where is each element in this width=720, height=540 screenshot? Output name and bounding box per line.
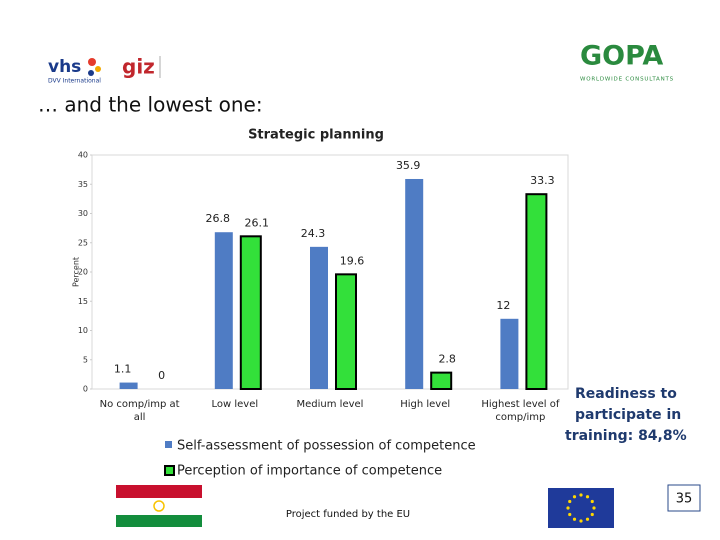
chart-title: Strategic planning — [248, 128, 384, 143]
eu-star — [585, 495, 590, 499]
legend-label: Perception of importance of competence — [177, 464, 442, 479]
y-tick-label: 25 — [78, 238, 88, 247]
eu-star — [592, 506, 596, 510]
data-label: 1.1 — [114, 363, 132, 376]
eu-star — [590, 512, 594, 517]
logo-dot — [88, 58, 96, 66]
heading: … and the lowest one: — [38, 93, 263, 117]
data-label: 19.6 — [340, 254, 365, 267]
logo-giz: giz — [122, 55, 155, 79]
y-tick-label: 30 — [78, 209, 88, 218]
bar — [500, 318, 519, 389]
logo-gopa: GOPA — [580, 41, 663, 72]
flag-stripe — [116, 515, 202, 527]
eu-star — [568, 512, 572, 517]
eu-star — [568, 499, 572, 504]
legend-marker — [164, 465, 175, 476]
page-number: 35 — [676, 492, 693, 507]
bar — [525, 193, 548, 390]
data-label: 2.8 — [438, 353, 456, 366]
plot-frame — [91, 154, 569, 390]
logo-gopa-sub: WORLDWIDE CONSULTANTS — [580, 77, 674, 83]
bar — [310, 246, 328, 389]
logo-dot — [88, 70, 94, 76]
y-tick-label: 10 — [78, 326, 88, 335]
flag-stripe — [116, 498, 202, 515]
y-tick-label: 5 — [83, 355, 88, 364]
legend-label: Self-assessment of possession of compete… — [177, 439, 476, 454]
chart: Strategic planning Percent 0 5 10 15 20 25 30 3… — [72, 128, 569, 479]
eu-star — [572, 495, 577, 499]
x-tick-label: High level — [400, 399, 451, 410]
page-number-box — [667, 484, 701, 512]
bar — [239, 235, 262, 390]
footer-text: Project funded by the EU — [286, 509, 410, 520]
eu-star — [579, 493, 583, 497]
logo-dot — [95, 66, 101, 72]
logo-vhs: vhs — [48, 57, 81, 77]
eu-star — [572, 517, 577, 521]
data-label: 0 — [158, 369, 165, 382]
eu-star — [579, 519, 583, 523]
data-label: 26.1 — [245, 216, 270, 229]
eu-stars — [566, 493, 596, 523]
flag-emblem — [153, 500, 165, 512]
eu-star — [585, 517, 590, 521]
logo-vhs-sub: DVV International — [48, 78, 101, 85]
y-tick-label: 15 — [78, 297, 88, 306]
data-label: 33.3 — [530, 174, 555, 187]
x-tick-label: Low level — [211, 399, 259, 410]
bar — [119, 382, 138, 389]
eu-star — [590, 499, 594, 504]
eu-star — [566, 506, 570, 510]
y-tick-label: 40 — [78, 151, 88, 160]
bar — [405, 178, 424, 389]
note-line: training: 84,8% — [565, 428, 687, 444]
x-tick-label: Highest level of comp/imp — [481, 399, 560, 423]
y-tick-label: 0 — [83, 385, 88, 394]
data-label: 12 — [496, 299, 510, 312]
data-label: 26.8 — [206, 212, 231, 225]
y-tick-label: 20 — [78, 268, 88, 277]
data-label: 35.9 — [396, 159, 421, 172]
bar — [214, 232, 233, 389]
legend-marker — [165, 441, 172, 448]
y-axis-label: Percent — [72, 257, 81, 287]
y-tick-label: 35 — [78, 180, 88, 189]
x-tick-label: Medium level — [296, 399, 364, 410]
x-tick-label: No comp/imp at all — [99, 399, 180, 423]
bar — [430, 371, 453, 390]
note-line: participate in — [575, 407, 681, 423]
flag-stripe — [116, 485, 202, 498]
note-line: Readiness to — [575, 386, 677, 402]
data-label: 24.3 — [301, 227, 326, 240]
bar — [335, 273, 357, 390]
